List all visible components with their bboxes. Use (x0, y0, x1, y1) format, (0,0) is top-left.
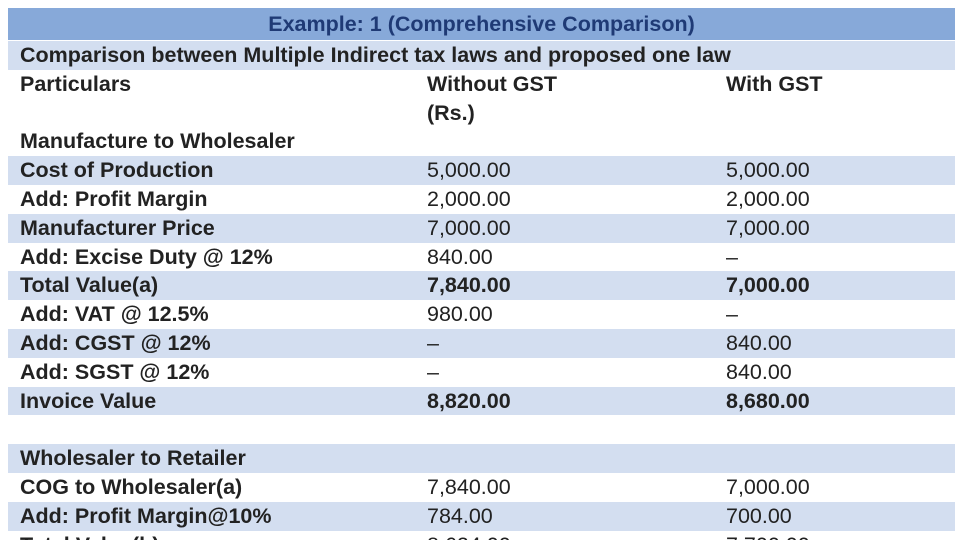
row-value: 8,680.00 (726, 388, 810, 413)
blank-row (8, 415, 955, 445)
section-title: Wholesaler to Retailer (20, 446, 246, 471)
row-label: Add: CGST @ 12% (20, 330, 211, 355)
row-value: 840.00 (726, 330, 792, 355)
row-label: Add: Excise Duty @ 12% (20, 244, 273, 269)
table-row: Total Value(b) 8,624.00 7,700.00 (8, 530, 955, 540)
table-title: Example: 1 (Comprehensive Comparison) (8, 8, 955, 41)
row-value: 7,000.00 (726, 474, 810, 499)
row-value: 2,000.00 (726, 186, 810, 211)
table-row: Invoice Value 8,820.00 8,680.00 (8, 386, 955, 416)
subtitle: Comparison between Multiple Indirect tax… (20, 43, 731, 67)
row-label: Add: Profit Margin@10% (20, 503, 272, 528)
row-label: Manufacturer Price (20, 215, 215, 240)
table-row: Add: VAT @ 12.5% 980.00 – (8, 300, 955, 329)
section-row: Wholesaler to Retailer (8, 444, 955, 473)
row-value: 7,000.00 (427, 215, 511, 240)
row-label: COG to Wholesaler(a) (20, 474, 243, 499)
row-value: 8,624.00 (427, 531, 511, 540)
row-value: 5,000.00 (427, 158, 511, 183)
row-value: 784.00 (427, 503, 493, 528)
section-row: Manufacture to Wholesaler (8, 127, 955, 157)
row-value: 7,840.00 (427, 273, 511, 298)
header-cell: Without GST (Rs.) (427, 71, 557, 125)
row-value: 840.00 (726, 359, 792, 384)
header-cell: With GST (726, 71, 823, 96)
table-row: Add: Profit Margin 2,000.00 2,000.00 (8, 184, 955, 214)
row-value: 7,000.00 (726, 215, 810, 240)
table-row: Total Value(a) 7,840.00 7,000.00 (8, 271, 955, 301)
table-row: Manufacturer Price 7,000.00 7,000.00 (8, 213, 955, 243)
row-label: Invoice Value (20, 388, 157, 413)
row-value: 7,840.00 (427, 474, 511, 499)
row-value: 700.00 (726, 503, 792, 528)
row-value: 2,000.00 (427, 186, 511, 211)
subtitle-row: Comparison between Multiple Indirect tax… (8, 41, 955, 70)
row-label: Add: VAT @ 12.5% (20, 302, 209, 327)
row-value: – (427, 330, 439, 355)
table-row: Add: Profit Margin@10% 784.00 700.00 (8, 501, 955, 531)
header-cell: Particulars (20, 71, 132, 96)
table-row: Add: SGST @ 12% – 840.00 (8, 357, 955, 387)
row-value: 5,000.00 (726, 158, 810, 183)
table-row: COG to Wholesaler(a) 7,840.00 7,000.00 (8, 472, 955, 502)
row-label: Add: Profit Margin (20, 186, 208, 211)
section-title: Manufacture to Wholesaler (20, 129, 295, 154)
row-label: Total Value(b) (20, 531, 159, 540)
table-row: Add: Excise Duty @ 12% 840.00 – (8, 242, 955, 272)
table-row: Add: CGST @ 12% – 840.00 (8, 328, 955, 358)
row-value: 980.00 (427, 302, 493, 327)
row-label: Add: SGST @ 12% (20, 359, 210, 384)
comparison-table: Example: 1 (Comprehensive Comparison) Co… (8, 8, 955, 540)
row-value: – (726, 244, 738, 269)
row-label: Total Value(a) (20, 273, 159, 298)
row-value: 840.00 (427, 244, 493, 269)
header-row: Particulars Without GST (Rs.) With GST (8, 69, 955, 128)
row-value: 8,820.00 (427, 388, 511, 413)
row-value: 7,000.00 (726, 273, 810, 298)
row-value: – (427, 359, 439, 384)
row-label: Cost of Production (20, 158, 214, 183)
row-value: – (726, 302, 738, 327)
row-value: 7,700.00 (726, 531, 810, 540)
table-row: Cost of Production 5,000.00 5,000.00 (8, 156, 955, 185)
